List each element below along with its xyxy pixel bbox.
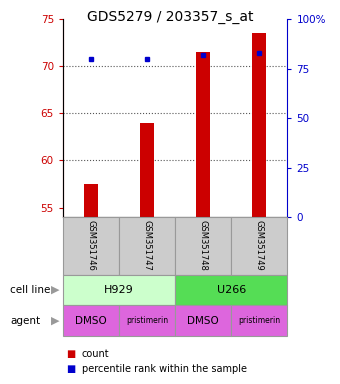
Text: ▶: ▶ bbox=[51, 316, 60, 326]
Text: cell line: cell line bbox=[10, 285, 51, 295]
Bar bbox=[175, 217, 231, 275]
Bar bbox=[140, 123, 154, 217]
Bar bbox=[84, 184, 98, 217]
Bar bbox=[252, 33, 266, 217]
Bar bbox=[63, 275, 175, 305]
Bar bbox=[175, 275, 287, 305]
Text: ■: ■ bbox=[66, 349, 75, 359]
Text: count: count bbox=[82, 349, 109, 359]
Text: percentile rank within the sample: percentile rank within the sample bbox=[82, 364, 246, 374]
Text: GSM351746: GSM351746 bbox=[86, 220, 96, 271]
Text: U266: U266 bbox=[217, 285, 246, 295]
Text: GSM351747: GSM351747 bbox=[142, 220, 152, 271]
Text: GSM351749: GSM351749 bbox=[255, 220, 264, 271]
Text: DMSO: DMSO bbox=[75, 316, 107, 326]
Text: H929: H929 bbox=[104, 285, 134, 295]
Text: ■: ■ bbox=[66, 364, 75, 374]
Text: ▶: ▶ bbox=[51, 285, 60, 295]
Text: pristimerin: pristimerin bbox=[126, 316, 168, 325]
Text: DMSO: DMSO bbox=[187, 316, 219, 326]
Bar bbox=[175, 305, 231, 336]
Bar bbox=[63, 217, 119, 275]
Bar bbox=[63, 305, 119, 336]
Text: pristimerin: pristimerin bbox=[238, 316, 280, 325]
Text: GSM351748: GSM351748 bbox=[199, 220, 208, 271]
Bar bbox=[196, 52, 210, 217]
Text: GDS5279 / 203357_s_at: GDS5279 / 203357_s_at bbox=[87, 10, 253, 23]
Bar bbox=[119, 305, 175, 336]
Bar bbox=[119, 217, 175, 275]
Bar bbox=[231, 305, 287, 336]
Text: agent: agent bbox=[10, 316, 40, 326]
Bar bbox=[231, 217, 287, 275]
